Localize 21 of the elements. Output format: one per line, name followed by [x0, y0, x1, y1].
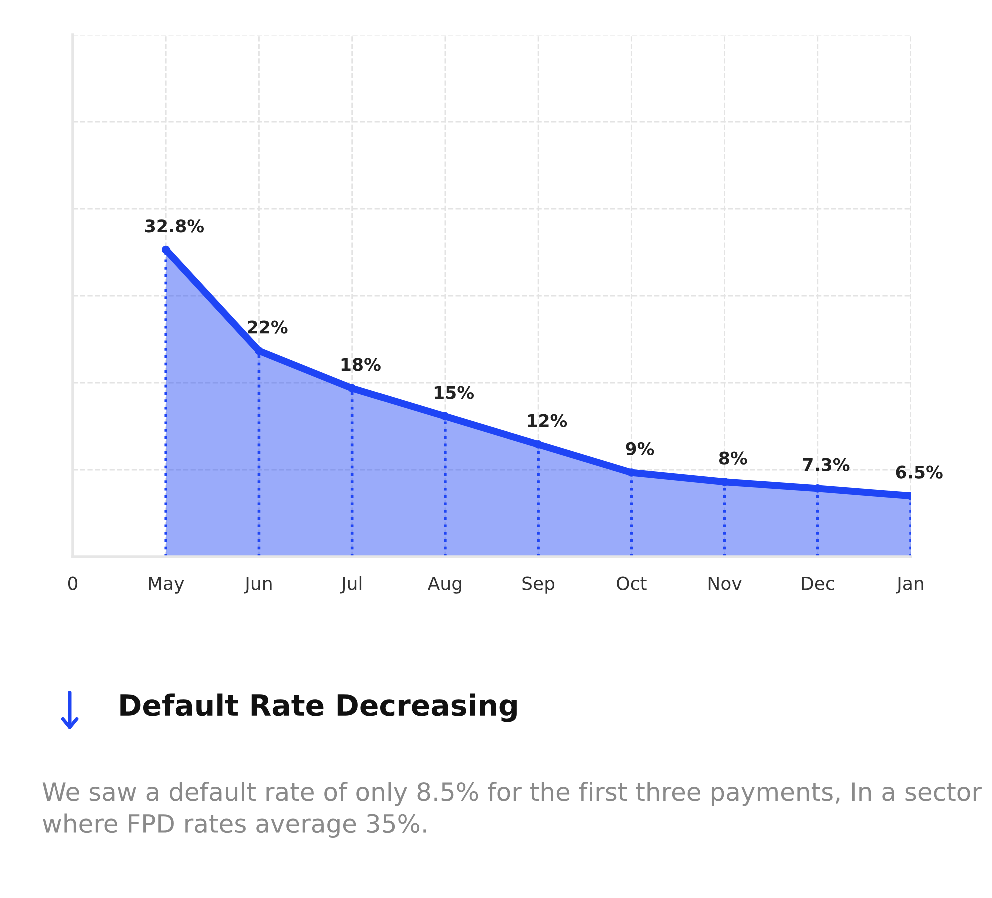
x-tick-label: Nov: [708, 577, 742, 590]
data-label: 12%: [528, 414, 568, 428]
data-label: 18%: [342, 358, 381, 372]
x-tick-label: May: [149, 577, 184, 594]
x-tick-label: 0: [68, 576, 78, 590]
x-tick-label: Dec: [802, 577, 834, 590]
data-label: 6.5%: [896, 466, 943, 479]
data-label: 8%: [719, 452, 748, 465]
text: Default Rate Decreasing: [120, 694, 517, 722]
x-tick-label: Oct: [617, 576, 647, 590]
x-tick-label: Jan: [896, 577, 924, 594]
x-tick-label: Sep: [522, 576, 555, 594]
data-label: 22%: [248, 320, 288, 334]
data-label: 15%: [434, 386, 474, 400]
text: We saw a default rate of only 8.5% for the first three payments, In a sector where FPD rates average 35%.: [42, 782, 982, 838]
x-tick-label: Jun: [244, 577, 272, 594]
x-tick-label: Jul: [340, 576, 362, 594]
data-label: 7.3%: [803, 458, 850, 472]
data-label: 32.8%: [145, 220, 204, 233]
data-label: 9%: [626, 442, 654, 456]
x-tick-label: Aug: [428, 577, 462, 594]
